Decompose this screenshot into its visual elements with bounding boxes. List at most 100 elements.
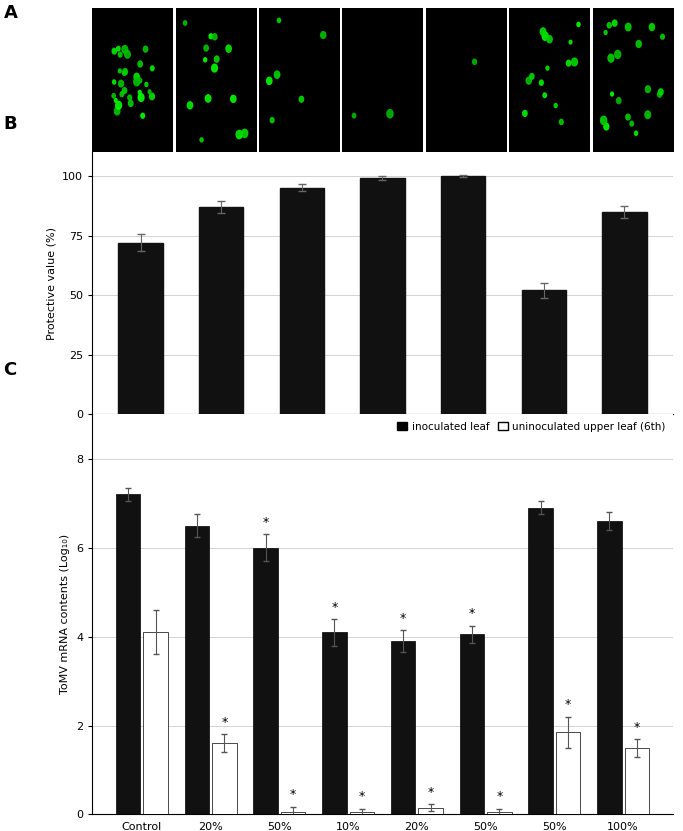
Circle shape (636, 41, 641, 47)
Circle shape (134, 73, 139, 81)
Circle shape (138, 94, 144, 101)
Text: C: C (3, 361, 16, 380)
Circle shape (128, 101, 133, 106)
Circle shape (645, 111, 651, 119)
Bar (322, 632, 346, 814)
Circle shape (617, 97, 621, 104)
Bar (199, 207, 243, 415)
Circle shape (630, 121, 634, 126)
Circle shape (128, 95, 132, 101)
Circle shape (277, 18, 281, 22)
Text: *: * (290, 789, 296, 801)
Legend: inoculated leaf, uninoculated upper leaf (6th): inoculated leaf, uninoculated upper leaf… (395, 420, 667, 434)
Bar (212, 743, 236, 814)
Circle shape (299, 96, 304, 102)
Circle shape (266, 77, 272, 85)
Text: *: * (565, 698, 571, 711)
Circle shape (615, 51, 621, 58)
Circle shape (148, 90, 151, 94)
Circle shape (138, 78, 142, 83)
Text: *: * (428, 786, 434, 799)
Text: *: * (400, 612, 406, 625)
Circle shape (206, 95, 211, 102)
Circle shape (115, 107, 120, 115)
Circle shape (530, 74, 534, 79)
Bar (281, 812, 305, 814)
Circle shape (143, 47, 148, 52)
Circle shape (559, 120, 563, 125)
Bar (441, 176, 486, 415)
Circle shape (112, 48, 116, 54)
Circle shape (569, 40, 572, 44)
Circle shape (275, 71, 280, 78)
Text: *: * (221, 716, 227, 729)
Circle shape (138, 91, 141, 94)
Circle shape (123, 69, 128, 75)
Circle shape (660, 34, 665, 39)
Circle shape (604, 123, 609, 130)
Circle shape (540, 28, 546, 35)
Circle shape (141, 113, 145, 118)
Text: A: A (3, 4, 17, 22)
Circle shape (204, 45, 208, 51)
Text: *: * (262, 516, 268, 529)
Circle shape (150, 93, 154, 100)
Text: B: B (3, 115, 17, 133)
Circle shape (566, 61, 571, 66)
Circle shape (117, 47, 120, 51)
Circle shape (526, 77, 531, 84)
Circle shape (122, 46, 128, 53)
Circle shape (134, 78, 139, 86)
Circle shape (184, 21, 186, 25)
Circle shape (572, 58, 577, 66)
Bar (556, 732, 581, 814)
Circle shape (124, 51, 130, 58)
Bar (487, 812, 512, 814)
Circle shape (626, 23, 631, 31)
Bar (279, 188, 324, 415)
Circle shape (546, 66, 549, 70)
Circle shape (600, 116, 607, 125)
Bar (143, 632, 168, 814)
Circle shape (212, 64, 217, 72)
Circle shape (138, 61, 142, 67)
Circle shape (387, 110, 393, 118)
Bar (350, 812, 374, 814)
Circle shape (543, 93, 546, 97)
Circle shape (204, 58, 207, 61)
Circle shape (540, 80, 543, 86)
Circle shape (608, 54, 614, 62)
Bar (184, 525, 209, 814)
Circle shape (635, 131, 638, 135)
Circle shape (658, 89, 663, 95)
Bar (460, 634, 484, 814)
Circle shape (115, 101, 122, 109)
Circle shape (113, 80, 115, 84)
Text: *: * (497, 790, 503, 804)
Bar (391, 641, 415, 814)
Circle shape (118, 69, 122, 73)
Circle shape (118, 52, 122, 57)
Bar (253, 548, 278, 814)
Bar (522, 290, 566, 415)
Text: Okinawa (OG1): Okinawa (OG1) (340, 460, 425, 470)
Circle shape (209, 34, 212, 39)
Text: A. kumatake: A. kumatake (548, 460, 619, 470)
Circle shape (150, 66, 154, 71)
Circle shape (187, 101, 193, 109)
Bar (625, 748, 649, 814)
Bar (597, 521, 622, 814)
Circle shape (119, 81, 124, 87)
Text: *: * (634, 720, 640, 734)
Text: *: * (359, 790, 365, 804)
Circle shape (226, 45, 232, 52)
Circle shape (270, 118, 274, 123)
Circle shape (650, 23, 654, 31)
Y-axis label: Protective value (%): Protective value (%) (46, 227, 57, 340)
Circle shape (320, 32, 326, 38)
Circle shape (607, 22, 611, 28)
Circle shape (120, 91, 124, 96)
Circle shape (352, 113, 356, 118)
Circle shape (658, 91, 662, 97)
Circle shape (200, 138, 203, 142)
